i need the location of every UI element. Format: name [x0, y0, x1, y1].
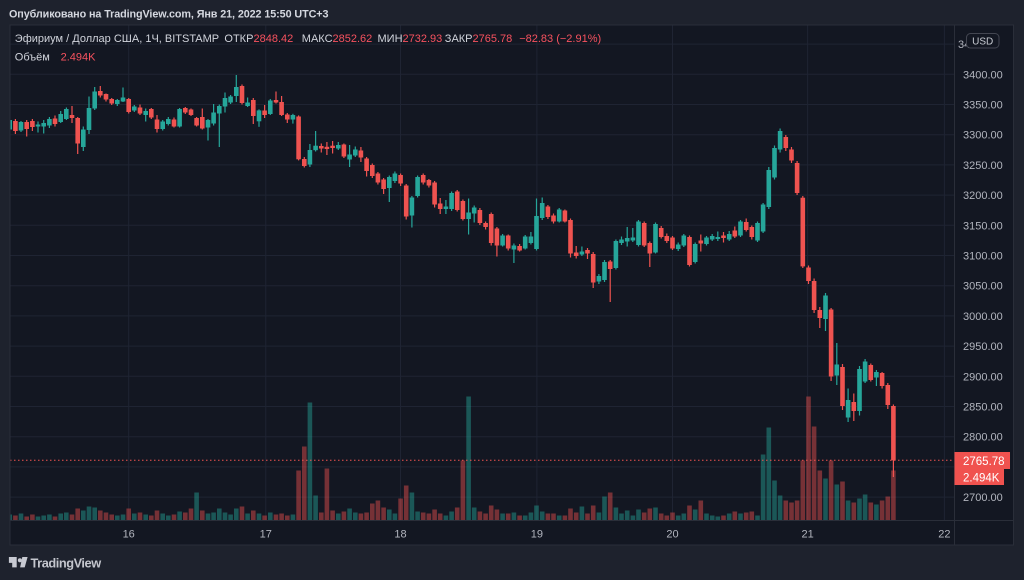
svg-text:16: 16	[123, 529, 135, 541]
svg-text:21: 21	[801, 529, 813, 541]
svg-text:17: 17	[260, 529, 272, 541]
svg-text:3100.00: 3100.00	[963, 251, 1003, 263]
svg-text:19: 19	[531, 529, 543, 541]
svg-text:3350.00: 3350.00	[963, 100, 1003, 112]
svg-text:2765.78: 2765.78	[963, 456, 1005, 468]
svg-text:3300.00: 3300.00	[963, 130, 1003, 142]
svg-text:2900.00: 2900.00	[963, 371, 1003, 383]
svg-text:2950.00: 2950.00	[963, 341, 1003, 353]
svg-text:2800.00: 2800.00	[963, 432, 1003, 444]
svg-text:18: 18	[394, 529, 406, 541]
svg-text:3150.00: 3150.00	[963, 220, 1003, 232]
svg-text:Опубликовано на TradingView.co: Опубликовано на TradingView.com, Янв 21,…	[9, 9, 328, 21]
svg-text:TradingView: TradingView	[31, 556, 102, 571]
svg-text:3050.00: 3050.00	[963, 281, 1003, 293]
svg-text:−82.83 (−2.91%): −82.83 (−2.91%)	[519, 33, 601, 45]
svg-text:22: 22	[938, 529, 950, 541]
svg-text:2700.00: 2700.00	[963, 492, 1003, 504]
svg-text:2850.00: 2850.00	[963, 402, 1003, 414]
svg-text:Объём: Объём	[15, 52, 50, 64]
svg-text:ЗАКР: ЗАКР	[445, 33, 473, 45]
svg-text:2732.93: 2732.93	[403, 33, 443, 45]
svg-text:2.494K: 2.494K	[61, 52, 97, 64]
svg-text:3400.00: 3400.00	[963, 69, 1003, 81]
svg-text:2.494K: 2.494K	[963, 473, 1000, 485]
svg-text:USD: USD	[972, 36, 993, 47]
svg-text:Эфириум / Доллар США, 1Ч, BITS: Эфириум / Доллар США, 1Ч, BITSTAMP	[15, 33, 219, 45]
svg-text:2852.62: 2852.62	[333, 33, 373, 45]
svg-text:2765.78: 2765.78	[473, 33, 513, 45]
svg-text:3000.00: 3000.00	[963, 311, 1003, 323]
svg-text:20: 20	[666, 529, 678, 541]
svg-text:2848.42: 2848.42	[254, 33, 294, 45]
svg-text:3250.00: 3250.00	[963, 160, 1003, 172]
svg-text:МИН: МИН	[378, 33, 403, 45]
svg-text:3200.00: 3200.00	[963, 190, 1003, 202]
svg-text:МАКС: МАКС	[302, 33, 333, 45]
svg-text:ОТКР: ОТКР	[224, 33, 253, 45]
